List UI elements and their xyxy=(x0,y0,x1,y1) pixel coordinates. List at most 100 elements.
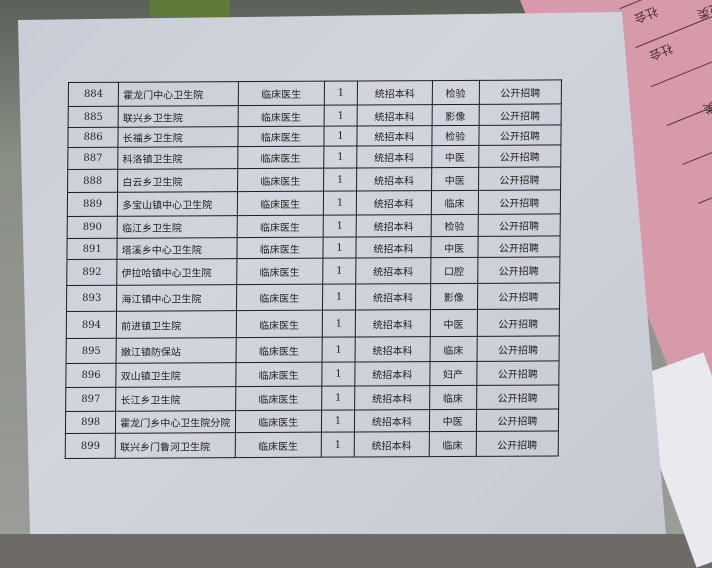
institution-name-cell: 嫩江镇防保站 xyxy=(116,337,236,364)
table-row: 896 双山镇卫生院 临床医生 1 统招本科 妇产 公开招聘 xyxy=(65,360,560,388)
table-row: 885 联兴乡卫生院 临床医生 1 统招本科 影像 公开招聘 xyxy=(68,103,562,128)
row-number-cell: 887 xyxy=(67,147,119,170)
position-cell: 临床医生 xyxy=(235,410,322,433)
table-row: 886 长福乡卫生院 临床医生 1 统招本科 检验 公开招聘 xyxy=(67,124,562,148)
green-object xyxy=(150,0,230,18)
institution-name-cell: 长江乡卫生院 xyxy=(115,386,236,412)
row-number-cell: 894 xyxy=(66,311,117,339)
recruit-method-cell: 公开招聘 xyxy=(477,256,560,284)
major-cell: 妇产 xyxy=(429,361,477,386)
printed-paper: 884 霍龙门中心卫生院 临床医生 1 统招本科 检验 公开招聘 885 联兴乡卫生院 临床医生 1… xyxy=(18,12,666,534)
row-number-cell: 888 xyxy=(67,169,118,193)
count-cell: 1 xyxy=(323,145,358,169)
row-number-cell: 889 xyxy=(67,192,118,217)
recruit-method-cell: 公开招聘 xyxy=(477,282,560,310)
major-cell: 中医 xyxy=(431,167,479,191)
education-cell: 统招本科 xyxy=(355,336,430,363)
row-number-cell: 892 xyxy=(66,259,118,286)
position-cell: 临床医生 xyxy=(237,105,325,127)
institution-name-cell: 长福乡卫生院 xyxy=(118,126,238,148)
table-row: 884 霍龙门中心卫生院 临床医生 1 统招本科 检验 公开招聘 xyxy=(68,79,562,107)
education-cell: 统招本科 xyxy=(357,125,432,146)
position-cell: 临床医生 xyxy=(237,81,325,106)
count-cell: 1 xyxy=(322,257,357,285)
education-cell: 统招本科 xyxy=(355,283,431,311)
count-cell: 1 xyxy=(323,190,357,216)
education-cell: 统招本科 xyxy=(357,104,432,126)
education-cell: 统招本科 xyxy=(354,409,430,433)
education-cell: 统招本科 xyxy=(357,80,433,105)
row-number-cell: 886 xyxy=(67,127,119,148)
education-cell: 统招本科 xyxy=(355,309,431,338)
row-number-cell: 895 xyxy=(66,338,117,364)
education-cell: 统招本科 xyxy=(356,167,432,191)
table-row: 891 塔溪乡中心卫生院 临床医生 1 统招本科 中医 公开招聘 xyxy=(66,235,561,260)
institution-name-cell: 前进镇卫生院 xyxy=(116,310,237,339)
recruit-method-cell: 公开招聘 xyxy=(477,235,561,258)
row-number-cell: 898 xyxy=(65,411,116,434)
institution-name-cell: 联兴乡门鲁河卫生院 xyxy=(115,432,236,459)
count-cell: 1 xyxy=(322,284,356,311)
row-number-cell: 899 xyxy=(65,433,116,459)
position-cell: 临床医生 xyxy=(237,146,324,169)
table-row: 895 嫩江镇防保站 临床医生 1 统招本科 临床 公开招聘 xyxy=(66,335,560,364)
institution-name-cell: 伊拉哈镇中心卫生院 xyxy=(116,258,237,286)
table-row: 897 长江乡卫生院 临床医生 1 统招本科 临床 公开招聘 xyxy=(65,384,559,412)
recruit-method-cell: 公开招聘 xyxy=(478,144,561,168)
table-row: 892 伊拉哈镇中心卫生院 临床医生 1 统招本科 口腔 公开招聘 xyxy=(66,256,560,286)
institution-name-cell: 霍龙门乡中心卫生院分院 xyxy=(115,410,236,434)
row-number-cell: 891 xyxy=(66,238,118,260)
pink-sheet-label: 专业类 xyxy=(701,90,712,117)
education-cell: 统招本科 xyxy=(356,214,431,237)
pink-sheet-label: 社会 xyxy=(647,40,675,63)
position-cell: 临床医生 xyxy=(235,386,322,411)
position-cell: 临床医生 xyxy=(236,284,323,311)
major-cell: 临床 xyxy=(429,336,477,362)
position-table: 884 霍龙门中心卫生院 临床医生 1 统招本科 检验 公开招聘 885 联兴乡卫生院 临床医生 1… xyxy=(65,79,562,459)
count-cell: 1 xyxy=(321,410,355,433)
row-number-cell: 897 xyxy=(65,387,117,412)
major-cell: 检验 xyxy=(431,125,479,146)
position-cell: 临床医生 xyxy=(236,237,323,259)
major-cell: 检验 xyxy=(431,80,480,105)
major-cell: 中医 xyxy=(431,145,479,168)
major-cell: 影像 xyxy=(431,104,479,126)
major-cell: 口腔 xyxy=(430,257,478,284)
position-cell: 临床医生 xyxy=(237,126,324,147)
position-cell: 临床医生 xyxy=(234,432,322,458)
row-number-cell: 896 xyxy=(65,363,117,388)
table-row: 898 霍龙门乡中心卫生院分院 临床医生 1 统招本科 中医 公开招聘 xyxy=(65,408,559,434)
major-cell: 检验 xyxy=(430,214,479,237)
count-cell: 1 xyxy=(322,236,357,259)
education-cell: 统招本科 xyxy=(354,385,430,411)
row-number-cell: 893 xyxy=(66,285,117,312)
major-cell: 临床 xyxy=(429,385,477,410)
institution-name-cell: 多宝山镇中心卫生院 xyxy=(117,191,238,217)
recruit-method-cell: 公开招聘 xyxy=(475,430,559,457)
major-cell: 中医 xyxy=(429,409,477,432)
count-cell: 1 xyxy=(322,214,357,238)
recruit-method-cell: 公开招聘 xyxy=(478,79,562,105)
count-cell: 1 xyxy=(323,125,358,147)
row-number-cell: 885 xyxy=(68,106,119,128)
recruit-method-cell: 公开招聘 xyxy=(477,213,561,237)
recruit-method-cell: 公开招聘 xyxy=(478,103,562,126)
table-row: 888 白云乡卫生院 临床医生 1 统招本科 中医 公开招聘 xyxy=(67,166,561,193)
major-cell: 临床 xyxy=(428,431,477,457)
table-row: 889 多宝山镇中心卫生院 临床医生 1 统招本科 临床 公开招聘 xyxy=(67,189,561,217)
recruit-method-cell: 公开招聘 xyxy=(476,408,559,432)
recruit-method-cell: 公开招聘 xyxy=(476,335,560,362)
recruit-method-cell: 公开招聘 xyxy=(478,166,561,191)
position-cell: 临床医生 xyxy=(236,215,324,238)
table-row: 893 海江镇中心卫生院 临床医生 1 统招本科 影像 公开招聘 xyxy=(66,282,560,312)
recruit-method-cell: 公开招聘 xyxy=(478,189,561,215)
table-row: 899 联兴乡门鲁河卫生院 临床医生 1 统招本科 临床 公开招聘 xyxy=(65,430,559,459)
pink-sheet-label: 社会 xyxy=(632,3,660,26)
position-cell: 临床医生 xyxy=(235,362,322,387)
recruit-method-cell: 公开招聘 xyxy=(476,308,560,337)
institution-name-cell: 双山镇卫生院 xyxy=(116,362,236,388)
recruit-method-cell: 公开招聘 xyxy=(478,124,562,146)
table-row: 887 科洛镇卫生院 临床医生 1 统招本科 中医 公开招聘 xyxy=(67,144,561,170)
education-cell: 统招本科 xyxy=(356,236,431,258)
count-cell: 1 xyxy=(321,337,356,363)
